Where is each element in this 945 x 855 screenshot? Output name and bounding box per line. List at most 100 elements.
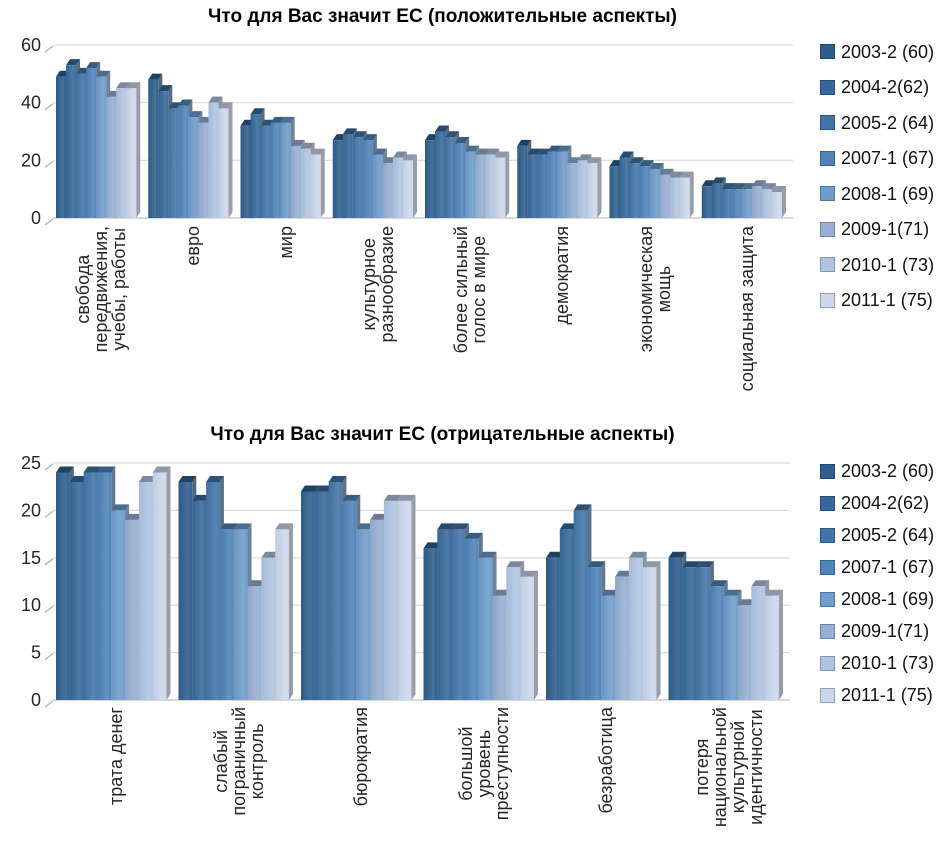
bar xyxy=(270,122,281,218)
bar-top xyxy=(679,171,694,178)
bar-top xyxy=(557,145,572,152)
legend-swatch-icon xyxy=(820,150,835,166)
y-axis-tick-mark xyxy=(44,160,54,168)
bar xyxy=(492,595,507,700)
bar xyxy=(669,177,680,218)
bar-top xyxy=(587,561,606,568)
bar-top xyxy=(158,85,173,92)
bar-top xyxy=(178,475,197,482)
bar xyxy=(465,151,476,218)
category-label: слабый пограничный контроль xyxy=(211,707,321,816)
bar xyxy=(557,151,568,218)
legend-label: 2008-1 (69) xyxy=(841,183,935,204)
bar-top xyxy=(372,148,387,155)
bar-top xyxy=(138,475,157,482)
bar xyxy=(437,529,452,700)
bar-top xyxy=(464,532,483,539)
bar-top xyxy=(301,485,319,492)
y-tick-label: 20 xyxy=(21,150,41,170)
bar xyxy=(495,157,506,218)
bar-top xyxy=(506,561,525,568)
bar-top xyxy=(86,62,101,69)
bar xyxy=(567,163,578,218)
legend: 2003-2 (60) 2004-2(62) 2005-2 (64) 2007-1 (… xyxy=(820,34,934,318)
bar xyxy=(208,102,219,218)
legend-swatch-icon xyxy=(820,292,835,308)
legend-label: 2011-1 (75) xyxy=(841,685,933,705)
bar xyxy=(56,472,70,700)
category-label-text: свобода передвижения, учебы, работы xyxy=(73,226,130,353)
bar xyxy=(66,65,77,218)
bar xyxy=(86,68,97,218)
bar-top xyxy=(66,59,81,66)
bar-top xyxy=(629,157,644,164)
category-label-text: экономическая мощь xyxy=(635,226,674,353)
bar-top xyxy=(56,466,74,473)
bar-top xyxy=(275,523,293,530)
bar-top xyxy=(192,494,211,501)
bar-top xyxy=(492,589,511,596)
legend-item: 2010-1 (73) xyxy=(820,647,934,679)
legend-label: 2007-1 (67) xyxy=(841,148,935,169)
bar xyxy=(771,192,782,218)
bar-top xyxy=(116,82,131,89)
bar-top xyxy=(97,466,116,473)
category-label-text: культурное разнообразие xyxy=(358,226,397,343)
legend-item: 2003-2 (60) xyxy=(820,34,934,70)
bar-top xyxy=(475,148,490,155)
bar-top xyxy=(451,523,469,530)
bar xyxy=(233,529,248,700)
y-tick-label: 40 xyxy=(21,93,41,113)
bar xyxy=(765,595,779,700)
bar-top xyxy=(765,589,783,596)
bar-top xyxy=(445,131,460,138)
bar xyxy=(668,557,683,700)
category-label-text: большой уровень преступности xyxy=(455,707,512,821)
bar xyxy=(138,481,153,700)
legend-label: 2007-1 (67) xyxy=(841,557,935,577)
bar xyxy=(639,166,650,218)
legend-item: 2003-2 (60) xyxy=(820,455,934,487)
y-tick-label: 60 xyxy=(21,35,41,55)
bar xyxy=(370,519,384,700)
bar-top xyxy=(126,82,141,89)
bar xyxy=(300,148,311,218)
bar-top xyxy=(342,128,357,135)
bar xyxy=(546,557,560,700)
bar xyxy=(478,557,493,700)
bar-side xyxy=(289,523,293,700)
bar-top xyxy=(437,523,456,530)
bar-top xyxy=(206,475,224,482)
legend-item: 2004-2(62) xyxy=(820,70,934,106)
bar xyxy=(69,481,84,700)
bar xyxy=(761,189,772,218)
bar xyxy=(701,186,712,218)
bar xyxy=(659,174,670,218)
y-axis-tick-mark xyxy=(44,45,54,53)
bar xyxy=(362,140,373,218)
bar-top xyxy=(709,580,728,587)
legend-swatch-icon xyxy=(820,186,835,202)
bar xyxy=(751,186,762,218)
category-label: трата денег xyxy=(106,707,205,805)
bar xyxy=(721,189,732,218)
legend-swatch-icon xyxy=(820,559,835,575)
bar xyxy=(261,557,276,700)
bar-top xyxy=(723,589,742,596)
bar xyxy=(219,529,234,700)
bar xyxy=(751,586,766,700)
y-axis-tick-mark xyxy=(44,103,54,111)
bar-top xyxy=(639,160,654,167)
bar-side xyxy=(505,151,510,218)
bar-top xyxy=(219,523,238,530)
bar-side xyxy=(166,466,171,700)
bar xyxy=(383,500,398,700)
category-label: евро xyxy=(183,226,224,266)
legend-item: 2010-1 (73) xyxy=(820,247,934,283)
bar-side xyxy=(413,154,417,218)
legend-swatch-icon xyxy=(820,79,835,95)
bar xyxy=(192,500,207,700)
bar-side xyxy=(597,157,602,218)
legend-swatch-icon xyxy=(820,623,835,639)
bar-top xyxy=(577,154,592,161)
